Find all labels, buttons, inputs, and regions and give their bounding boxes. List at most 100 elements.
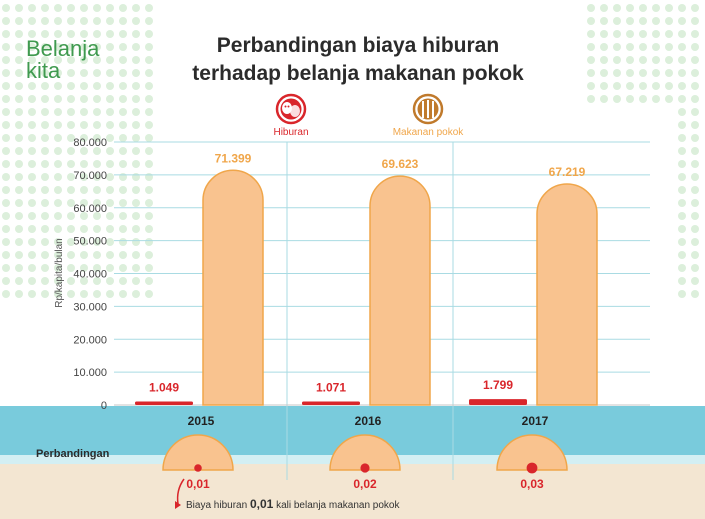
dot <box>691 290 699 298</box>
dot <box>15 173 23 181</box>
dot <box>678 108 686 116</box>
dot <box>80 199 88 207</box>
dot <box>80 147 88 155</box>
sand-band <box>0 464 705 519</box>
dot <box>93 82 101 90</box>
dot <box>145 290 153 298</box>
dot <box>28 121 36 129</box>
dot <box>145 56 153 64</box>
dot <box>67 212 75 220</box>
dot <box>600 30 608 38</box>
dot <box>145 30 153 38</box>
dot <box>691 108 699 116</box>
dot <box>80 251 88 259</box>
dot <box>639 69 647 77</box>
dot <box>132 4 140 12</box>
dot <box>678 290 686 298</box>
dot <box>106 212 114 220</box>
y-tick-label: 40.000 <box>73 269 107 281</box>
dot <box>691 160 699 168</box>
dot <box>54 186 62 194</box>
dot <box>67 69 75 77</box>
dot <box>119 108 127 116</box>
dot <box>665 56 673 64</box>
dot <box>2 225 10 233</box>
dot <box>28 225 36 233</box>
dot <box>41 251 49 259</box>
dot <box>93 212 101 220</box>
dot <box>691 238 699 246</box>
dot <box>145 212 153 220</box>
dot <box>678 251 686 259</box>
dot <box>626 30 634 38</box>
theater-masks-icon <box>275 93 307 125</box>
ratio-row-label: Perbandingan <box>36 448 110 460</box>
dot <box>145 108 153 116</box>
dot <box>41 212 49 220</box>
dot <box>28 17 36 25</box>
dot <box>2 290 10 298</box>
dot <box>41 17 49 25</box>
dot <box>80 43 88 51</box>
dot <box>93 134 101 142</box>
dot <box>691 121 699 129</box>
dot <box>80 160 88 168</box>
dot <box>145 173 153 181</box>
dot <box>639 17 647 25</box>
dot <box>28 56 36 64</box>
bar-makanan-pokok <box>369 175 431 406</box>
dot <box>15 199 23 207</box>
dot <box>2 277 10 285</box>
dot <box>54 238 62 246</box>
dot <box>600 43 608 51</box>
value-label-hiburan: 1.799 <box>483 378 513 392</box>
dot <box>93 251 101 259</box>
dot <box>15 30 23 38</box>
legend-hiburan-label: Hiburan <box>273 127 308 138</box>
dot <box>80 290 88 298</box>
ratio-gauge <box>162 434 234 471</box>
dot <box>106 238 114 246</box>
value-label-makanan: 67.219 <box>549 165 586 179</box>
dot <box>132 17 140 25</box>
dot <box>132 173 140 181</box>
dot <box>41 160 49 168</box>
dot <box>80 264 88 272</box>
dot <box>54 160 62 168</box>
dot <box>41 30 49 38</box>
dot <box>600 4 608 12</box>
dot <box>28 199 36 207</box>
dot <box>54 290 62 298</box>
dot <box>587 69 595 77</box>
dot <box>28 4 36 12</box>
dot <box>67 173 75 181</box>
dot <box>28 212 36 220</box>
dot <box>106 17 114 25</box>
dot <box>132 30 140 38</box>
y-tick-label: 10.000 <box>73 367 107 379</box>
dot <box>2 121 10 129</box>
dot <box>678 17 686 25</box>
dot <box>15 147 23 155</box>
dot <box>15 238 23 246</box>
dot <box>678 225 686 233</box>
dot <box>2 238 10 246</box>
dot <box>106 69 114 77</box>
dot <box>600 56 608 64</box>
dot <box>41 4 49 12</box>
dot <box>678 95 686 103</box>
ratio-dot <box>194 464 202 472</box>
dot <box>15 56 23 64</box>
dot <box>691 43 699 51</box>
dot <box>691 69 699 77</box>
dot <box>15 212 23 220</box>
dot <box>665 43 673 51</box>
dot <box>2 147 10 155</box>
dot <box>28 264 36 272</box>
dot <box>106 264 114 272</box>
dot <box>93 225 101 233</box>
dot <box>41 69 49 77</box>
dot <box>613 82 621 90</box>
dot <box>691 30 699 38</box>
dot <box>613 17 621 25</box>
